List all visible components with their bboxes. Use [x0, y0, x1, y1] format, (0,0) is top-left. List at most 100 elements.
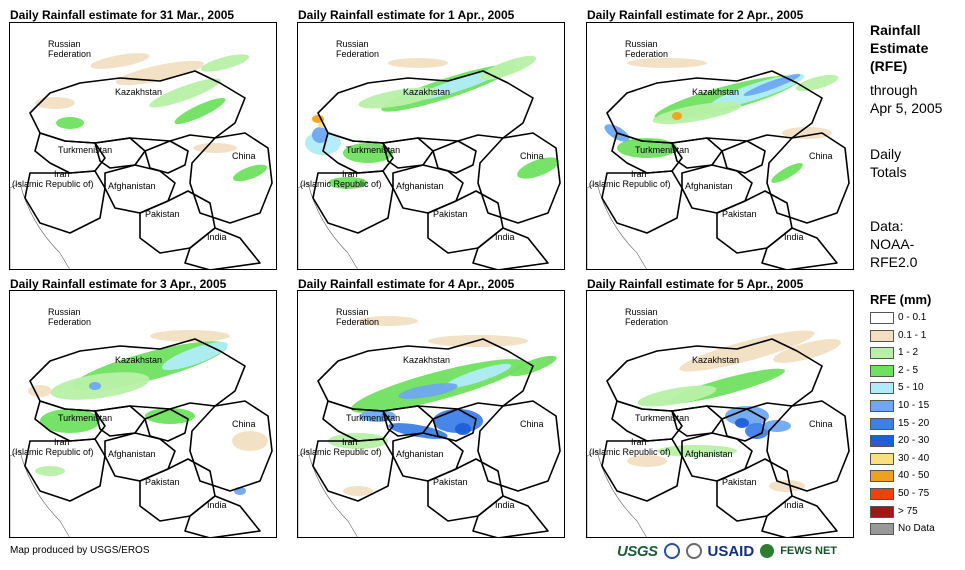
country-label-afghanistan: Afghanistan — [685, 449, 733, 459]
country-label-pakistan: Pakistan — [722, 477, 757, 487]
rainfall-map-3apr: Russian Federation Kazakhstan Turkmenistan C… — [9, 290, 277, 538]
country-label-turkmenistan: Turkmenistan — [58, 413, 113, 423]
rainfall-area — [358, 87, 438, 109]
country-label-russia-1: Russian — [336, 39, 369, 49]
legend-label: 0.1 - 1 — [898, 329, 927, 341]
through-line1: through — [870, 82, 918, 98]
panel-title-5apr: Daily Rainfall estimate for 5 Apr., 2005 — [587, 277, 804, 291]
country-label-pakistan: Pakistan — [145, 209, 180, 219]
rainfall-area — [769, 480, 805, 492]
legend-label: 5 - 10 — [898, 382, 924, 394]
rainfall-map-2apr: Russian Federation Kazakhstan Turkmenistan C… — [586, 22, 854, 270]
country-label-russia-2: Federation — [48, 49, 92, 59]
country-border — [761, 495, 838, 537]
rainfall-map-1apr: Russian Federation Kazakhstan Turkmenistan C… — [297, 22, 565, 270]
legend-swatch — [870, 505, 894, 518]
country-border — [312, 170, 394, 234]
coastline — [10, 182, 70, 269]
rainfall-area — [627, 455, 667, 467]
country-label-turkmenistan: Turkmenistan — [635, 413, 690, 423]
country-label-kazakhstan: Kazakhstan — [115, 87, 163, 97]
rainfall-area — [398, 383, 458, 399]
country-label-kazakhstan: Kazakhstan — [403, 355, 451, 365]
rainfall-map-5apr: Russian Federation Kazakhstan Turkmenistan C… — [586, 290, 854, 538]
map-svg — [10, 53, 273, 269]
country-border — [766, 400, 850, 492]
coastline — [10, 450, 70, 537]
legend-label: 30 - 40 — [898, 452, 930, 464]
daily-totals-line2: Totals — [870, 164, 907, 180]
country-label-china: China — [232, 151, 256, 161]
rainfall-area — [150, 330, 230, 342]
country-label-russia-2: Federation — [48, 317, 92, 327]
country-label-china: China — [809, 419, 833, 429]
rainfall-area — [773, 339, 841, 363]
map-svg — [10, 330, 273, 537]
fews-globe-icon — [760, 544, 775, 558]
legend-swatch — [870, 400, 894, 412]
country-label-russia-1: Russian — [48, 39, 81, 49]
legend-label: 0 - 0.1 — [898, 312, 927, 323]
rainfall-area — [174, 97, 226, 125]
country-label-turkmenistan: Turkmenistan — [346, 145, 401, 155]
rainfall-map-4apr: Russian Federation Kazakhstan Turkmenistan C… — [297, 290, 565, 538]
country-label-russia-1: Russian — [625, 39, 658, 49]
country-label-india: India — [784, 500, 804, 510]
rainfall-area — [232, 431, 268, 451]
country-border — [472, 495, 549, 537]
coastline — [298, 182, 358, 269]
legend-swatch — [870, 364, 894, 377]
rainfall-area — [455, 423, 471, 435]
rainfall-area — [193, 143, 237, 153]
legend-swatch — [870, 488, 894, 500]
rainfall-area — [89, 382, 101, 390]
country-label-russia-1: Russian — [625, 307, 658, 317]
rainfall-area — [343, 486, 373, 496]
panel-title-4apr: Daily Rainfall estimate for 4 Apr., 2005 — [298, 277, 515, 291]
rainfall-area — [200, 54, 250, 72]
partner-logos: USGS USAID FEWS NET — [617, 540, 837, 562]
map-svg — [298, 55, 561, 269]
country-border — [189, 132, 273, 224]
legend-label: 50 - 75 — [898, 488, 930, 499]
coastline — [298, 450, 358, 537]
country-label-iran-2: (Islamic Republic of) — [589, 447, 671, 457]
country-label-kazakhstan: Kazakhstan — [692, 355, 740, 365]
state-seal-icon — [685, 543, 702, 559]
country-label-pakistan: Pakistan — [433, 209, 468, 219]
rainfall-area — [28, 385, 52, 397]
country-label-pakistan: Pakistan — [433, 477, 468, 487]
country-label-iran-2: (Islamic Republic of) — [12, 179, 94, 189]
country-label-india: India — [495, 232, 515, 242]
rainfall-area — [40, 409, 100, 433]
rainfall-area — [679, 330, 815, 372]
rainfall-area — [232, 164, 268, 182]
country-label-afghanistan: Afghanistan — [685, 181, 733, 191]
daily-totals-line1: Daily — [870, 146, 902, 162]
country-label-china: China — [809, 151, 833, 161]
legend-label: > 75 — [898, 505, 918, 517]
country-label-russia-1: Russian — [336, 307, 369, 317]
rainfall-map-31mar: Russian Federation Kazakhstan Turkmenistan C… — [9, 22, 277, 270]
country-border — [716, 190, 793, 254]
country-label-russia-1: Russian — [48, 307, 81, 317]
legend-swatch — [870, 452, 894, 465]
country-label-kazakhstan: Kazakhstan — [115, 355, 163, 365]
legend-label: 2 - 5 — [898, 364, 919, 376]
country-label-russia-2: Federation — [625, 49, 669, 59]
panel-title-31mar: Daily Rainfall estimate for 31 Mar., 200… — [10, 8, 235, 22]
country-label-russia-2: Federation — [336, 49, 380, 59]
rainfall-area — [637, 385, 717, 407]
rainfall-area — [35, 97, 75, 109]
rainfall-area — [360, 410, 396, 422]
data-source-line3: RFE2.0 — [870, 254, 918, 270]
country-border — [766, 132, 850, 224]
rfe-title-line3: (RFE) — [870, 58, 908, 74]
country-label-turkmenistan: Turkmenistan — [346, 413, 401, 423]
rainfall-area — [90, 53, 150, 69]
country-label-afghanistan: Afghanistan — [108, 449, 156, 459]
panel-title-2apr: Daily Rainfall estimate for 2 Apr., 2005 — [587, 8, 804, 22]
country-border — [24, 170, 106, 234]
country-label-india: India — [207, 500, 227, 510]
country-border — [317, 70, 534, 144]
